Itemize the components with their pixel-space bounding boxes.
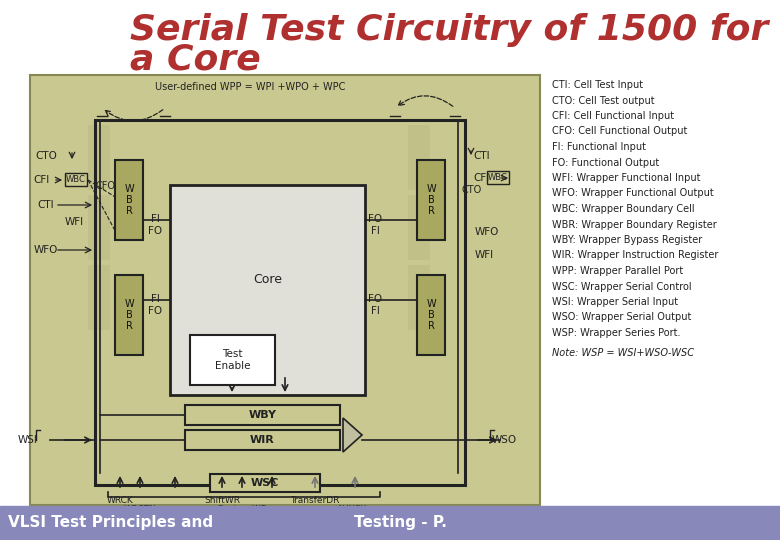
Text: WIR: Wrapper Instruction Register: WIR: Wrapper Instruction Register — [552, 251, 718, 260]
Text: WSC: WSC — [251, 478, 279, 488]
Text: User-defined WPP = WPI +WPO + WPC: User-defined WPP = WPI +WPO + WPC — [154, 82, 346, 92]
Bar — [487, 171, 509, 184]
Text: FO: Functional Output: FO: Functional Output — [552, 158, 659, 167]
Bar — [190, 335, 275, 385]
Bar — [417, 160, 445, 240]
Text: FO
FI: FO FI — [368, 214, 382, 236]
Text: a Core: a Core — [130, 43, 261, 77]
Bar — [88, 265, 110, 330]
Text: SelectWR: SelectWR — [154, 514, 197, 523]
Text: WSI: Wrapper Serial Input: WSI: Wrapper Serial Input — [552, 297, 678, 307]
Text: WFO: WFO — [475, 227, 499, 237]
Text: WFO: WFO — [34, 245, 58, 255]
Bar — [417, 275, 445, 355]
Text: CTI: CTI — [473, 151, 490, 161]
Text: CFI: CFI — [34, 175, 50, 185]
Text: CFI: CFI — [473, 173, 489, 183]
Text: UpdateWR: UpdateWR — [248, 514, 296, 523]
Text: W
B
R: W B R — [124, 184, 134, 216]
Bar — [65, 173, 87, 186]
Text: WFI: Wrapper Functional Input: WFI: Wrapper Functional Input — [552, 173, 700, 183]
Text: VLSI Test Principles and: VLSI Test Principles and — [8, 516, 213, 530]
Text: Testing - P.: Testing - P. — [353, 516, 446, 530]
Text: WFO: Wrapper Functional Output: WFO: Wrapper Functional Output — [552, 188, 714, 199]
Text: WRCK: WRCK — [107, 496, 133, 505]
Text: FI
FO: FI FO — [148, 214, 162, 236]
Text: WBC: WBC — [66, 176, 86, 185]
Bar — [185, 405, 340, 425]
Text: FO
FI: FO FI — [368, 294, 382, 316]
Text: Serial Test Circuitry of 1500 for: Serial Test Circuitry of 1500 for — [130, 13, 768, 47]
Text: WSO: Wrapper Serial Output: WSO: Wrapper Serial Output — [552, 313, 691, 322]
Text: FI
FO: FI FO — [148, 294, 162, 316]
Text: CFO: CFO — [95, 181, 115, 191]
Text: CaptureWR: CaptureWR — [216, 505, 268, 514]
Polygon shape — [343, 418, 362, 452]
Text: WSP: Wrapper Series Port.: WSP: Wrapper Series Port. — [552, 328, 680, 338]
Text: W
B
R: W B R — [426, 299, 436, 331]
Text: CTO: CTO — [35, 151, 57, 161]
Text: WFI: WFI — [65, 217, 84, 227]
Bar — [115, 160, 143, 240]
Bar — [185, 430, 340, 450]
Text: WBC: WBC — [488, 173, 508, 183]
Text: WBC: Wrapper Boundary Cell: WBC: Wrapper Boundary Cell — [552, 204, 695, 214]
Text: WBR: Wrapper Boundary Register: WBR: Wrapper Boundary Register — [552, 219, 717, 230]
Text: WRSTN: WRSTN — [123, 505, 157, 514]
Text: WSC: Wrapper Serial Control: WSC: Wrapper Serial Control — [552, 281, 692, 292]
Text: CFI: Cell Functional Input: CFI: Cell Functional Input — [552, 111, 674, 121]
Text: FI: Functional Input: FI: Functional Input — [552, 142, 646, 152]
Text: TransferDR: TransferDR — [290, 496, 339, 505]
Text: Test
Enable: Test Enable — [215, 349, 250, 371]
Text: WIR: WIR — [250, 435, 275, 445]
Text: Note: WSP = WSI+WSO-WSC: Note: WSP = WSI+WSO-WSC — [552, 348, 694, 359]
Text: AUXCKn: AUXCKn — [337, 505, 373, 514]
Bar — [115, 275, 143, 355]
Text: W
B
R: W B R — [426, 184, 436, 216]
Text: CFO: Cell Functional Output: CFO: Cell Functional Output — [552, 126, 687, 137]
Bar — [88, 125, 110, 190]
Bar — [210, 474, 320, 492]
Text: CTO: Cell Test output: CTO: Cell Test output — [552, 96, 654, 105]
Bar — [408, 125, 430, 190]
Text: WSO: WSO — [492, 435, 517, 445]
Text: CTI: Cell Test Input: CTI: Cell Test Input — [552, 80, 644, 90]
Bar — [88, 195, 110, 260]
Bar — [170, 185, 365, 395]
Text: ShiftWR: ShiftWR — [204, 496, 240, 505]
Text: WBY: Wrapper Bypass Register: WBY: Wrapper Bypass Register — [552, 235, 702, 245]
Bar — [95, 120, 465, 485]
Text: WPP: Wrapper Parallel Port: WPP: Wrapper Parallel Port — [552, 266, 683, 276]
Text: CTI: CTI — [37, 200, 55, 210]
Bar — [408, 265, 430, 330]
Text: CTO: CTO — [462, 185, 482, 195]
Bar — [408, 195, 430, 260]
Text: WFI: WFI — [475, 250, 494, 260]
Bar — [0, 506, 780, 540]
Text: WSI: WSI — [18, 435, 38, 445]
Text: Core: Core — [253, 273, 282, 286]
Text: WBY: WBY — [249, 410, 276, 420]
Text: W
B
R: W B R — [124, 299, 134, 331]
Bar — [30, 75, 540, 505]
